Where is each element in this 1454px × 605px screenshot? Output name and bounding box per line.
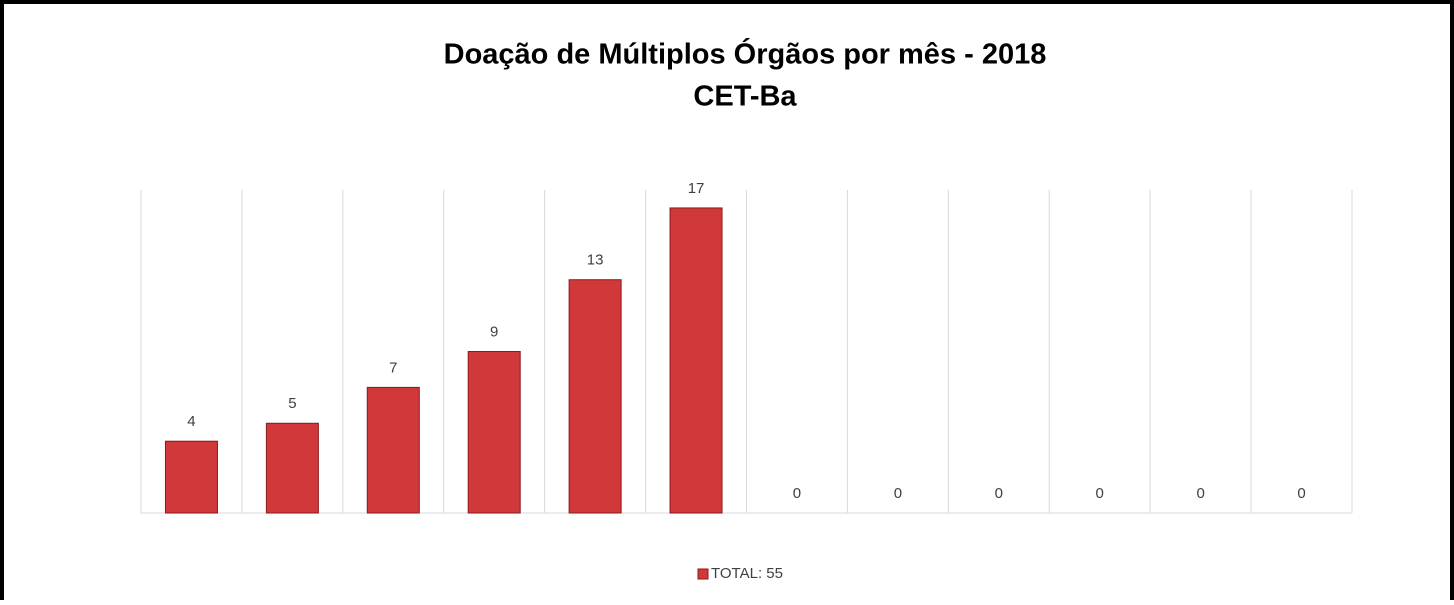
bar: [265, 422, 319, 514]
data-label: 9: [490, 323, 498, 340]
chart-title: Doação de Múltiplos Órgãos por mês - 201…: [444, 37, 1047, 71]
data-label: 0: [995, 485, 1003, 502]
data-label: 7: [389, 359, 397, 376]
bar: [164, 440, 218, 514]
data-label: 0: [1096, 485, 1104, 502]
data-label: 4: [187, 413, 195, 430]
data-label: 17: [688, 180, 705, 197]
data-label: 0: [1196, 485, 1204, 502]
bar: [568, 279, 622, 514]
bar: [366, 386, 420, 514]
data-label: 0: [894, 485, 902, 502]
legend-swatch: [697, 568, 709, 580]
data-label: 5: [288, 395, 296, 412]
data-label: 0: [1297, 485, 1305, 502]
data-label: 13: [587, 252, 604, 269]
data-label: 0: [793, 485, 801, 502]
bar: [467, 351, 521, 514]
legend-label: TOTAL: 55: [711, 565, 783, 582]
chart-subtitle: CET-Ba: [693, 81, 797, 113]
bar: [669, 207, 723, 514]
